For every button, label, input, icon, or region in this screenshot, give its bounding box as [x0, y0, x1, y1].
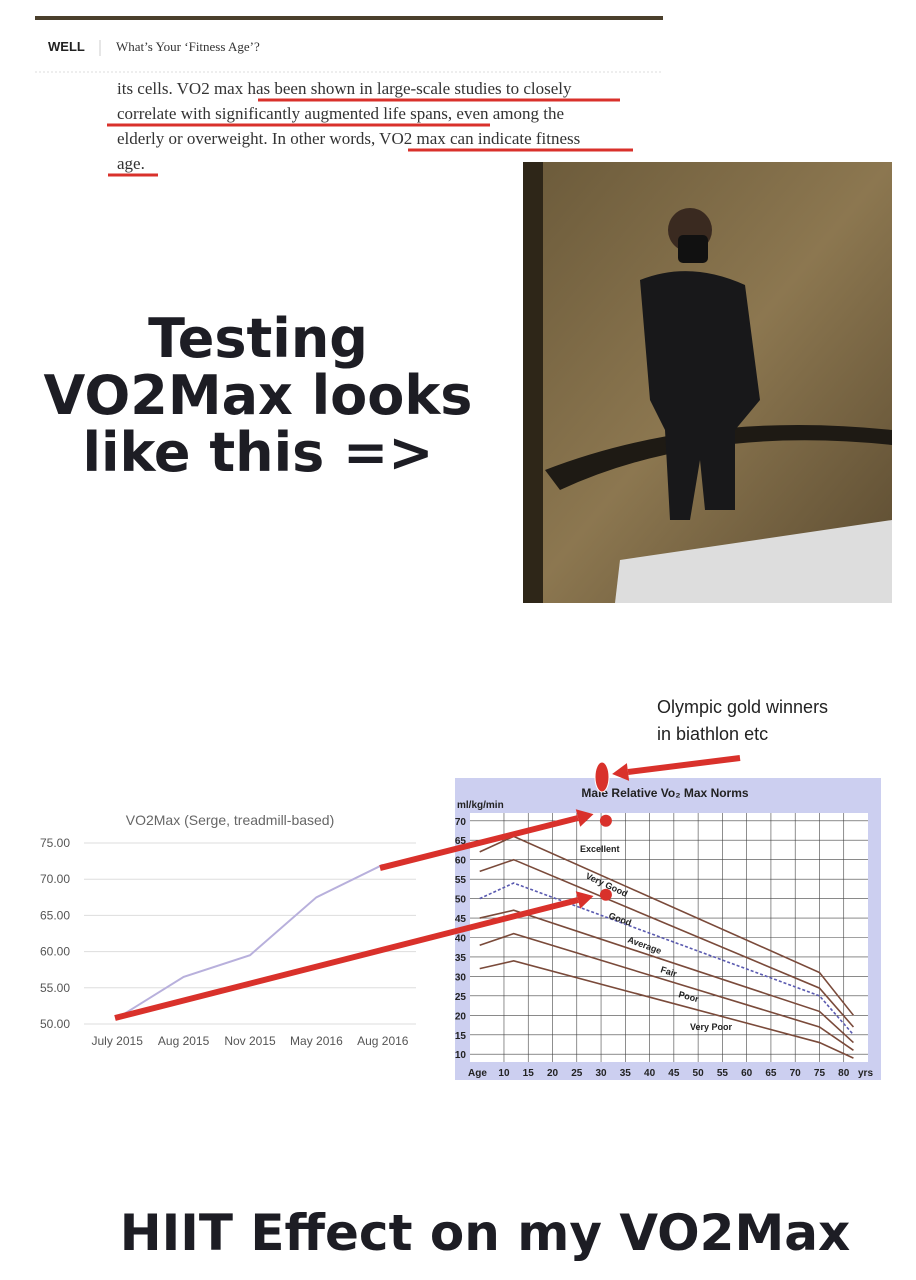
- x-tick-label: 80: [838, 1068, 850, 1079]
- y-tick-label: 20: [455, 1011, 467, 1022]
- y-tick-label: 60.00: [40, 945, 70, 959]
- callout-line: in biathlon etc: [657, 724, 768, 744]
- arrow: [114, 897, 579, 1021]
- x-tick-label: 75: [814, 1068, 826, 1079]
- x-tick-label: July 2015: [92, 1034, 144, 1048]
- arrow-head: [575, 809, 594, 827]
- article: its cells. VO2 max has been shown in lar…: [117, 79, 580, 173]
- x-tick-label: 25: [571, 1068, 583, 1079]
- x-tick-label: 60: [741, 1068, 753, 1079]
- x-axis-label: Age: [468, 1068, 487, 1079]
- norm-line: [479, 909, 854, 1044]
- article-line: its cells. VO2 max has been shown in lar…: [117, 79, 572, 98]
- y-tick-label: 25: [455, 992, 467, 1003]
- x-tick-label: 30: [595, 1068, 607, 1079]
- arrow-head: [575, 891, 594, 909]
- caption: Testing VO2Max looks like this =>: [44, 307, 473, 484]
- norm-line: [479, 960, 854, 1059]
- x-tick-label: 35: [620, 1068, 632, 1079]
- y-tick-label: 50: [455, 895, 467, 906]
- norm-line: [479, 858, 855, 1028]
- x-tick-label: May 2016: [290, 1034, 343, 1048]
- y-tick-label: 35: [455, 953, 467, 964]
- article-line: age.: [117, 154, 145, 173]
- chart-title: VO2Max (Serge, treadmill-based): [126, 812, 335, 828]
- arrow: [627, 755, 741, 775]
- y-tick-label: 70: [455, 817, 467, 828]
- highlight-point: [599, 888, 612, 901]
- section-label: WELL: [48, 39, 85, 54]
- x-tick-label: 20: [547, 1068, 559, 1079]
- y-tick-label: 15: [455, 1031, 467, 1042]
- x-tick-label: 65: [765, 1068, 777, 1079]
- x-unit-label: yrs: [858, 1068, 873, 1079]
- callout: Olympic gold winners in biathlon etc: [657, 697, 828, 744]
- article-title: What’s Your ‘Fitness Age’?: [116, 39, 260, 54]
- callout-line: Olympic gold winners: [657, 697, 828, 717]
- norm-line: [479, 835, 855, 1016]
- line-chart: VO2Max (Serge, treadmill-based) 50.00 55.0…: [40, 812, 416, 1048]
- y-tick-label: 55.00: [40, 981, 70, 995]
- y-axis-label: ml/kg/min: [457, 800, 504, 811]
- y-tick-label: 45: [455, 914, 467, 925]
- x-tick-label: 70: [790, 1068, 802, 1079]
- x-tick-label: Aug 2015: [158, 1034, 210, 1048]
- x-tick-label: 50: [693, 1068, 705, 1079]
- caption-line: Testing: [148, 307, 368, 370]
- zone-label: Very Poor: [690, 1022, 733, 1032]
- y-tick-label: 65: [455, 836, 467, 847]
- data-line: [116, 863, 384, 1020]
- y-tick-label: 50.00: [40, 1017, 70, 1031]
- y-tick-label: 55: [455, 875, 467, 886]
- norm-line: [479, 882, 855, 1036]
- x-tick-label: 40: [644, 1068, 656, 1079]
- y-tick-label: 75.00: [40, 836, 70, 850]
- y-tick-label: 60: [455, 856, 467, 867]
- y-tick-label: 70.00: [40, 872, 70, 886]
- y-tick-label: 10: [455, 1050, 467, 1061]
- arrow-head: [612, 763, 630, 781]
- article-line: elderly or overweight. In other words, V…: [117, 129, 580, 148]
- underlines: [107, 98, 633, 177]
- x-tick-label: 15: [523, 1068, 535, 1079]
- article-line: correlate with significantly augmented l…: [117, 104, 564, 123]
- zone-label: Fair: [659, 964, 678, 979]
- x-tick-label: 55: [717, 1068, 729, 1079]
- photo: [523, 162, 892, 603]
- x-tick-label: Aug 2016: [357, 1034, 409, 1048]
- x-tick-label: 45: [668, 1068, 680, 1079]
- caption-line: like this =>: [82, 421, 433, 484]
- caption-line: VO2Max looks: [44, 364, 473, 427]
- header-rule: [35, 16, 663, 20]
- norm-line: [479, 932, 854, 1051]
- norms-chart: Male Relative Vo₂ Max Norms ml/kg/min Age y…: [455, 786, 874, 1079]
- arrow: [379, 815, 579, 871]
- x-tick-label: Nov 2015: [224, 1034, 276, 1048]
- y-tick-label: 30: [455, 972, 467, 983]
- y-tick-label: 65.00: [40, 908, 70, 922]
- y-tick-label: 40: [455, 934, 467, 945]
- x-tick-label: 10: [498, 1068, 510, 1079]
- zone-label: Excellent: [580, 844, 620, 854]
- chart-title: Male Relative Vo₂ Max Norms: [581, 786, 748, 800]
- olympic-marker: [594, 761, 610, 793]
- highlight-point: [599, 814, 612, 827]
- footer-title: HIIT Effect on my VO2Max: [120, 1204, 850, 1262]
